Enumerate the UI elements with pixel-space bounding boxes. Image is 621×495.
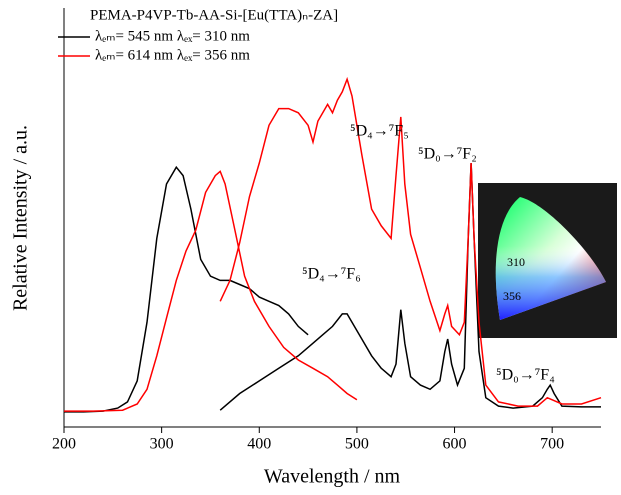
annotation: ⁵D₀→⁷F₄ [496, 367, 555, 384]
inset-label: 310 [507, 255, 525, 269]
series-line [64, 165, 309, 413]
legend-title: PEMA-P4VP-Tb-AA-Si-[Eu(TTA)ₙ-ZA] [90, 7, 338, 23]
series-line [219, 162, 601, 411]
legend-label: λₑₘ= 545 nm λₑₓ= 310 nm [95, 28, 250, 44]
x-tick-label: 500 [345, 436, 369, 453]
legend-label: λₑₘ= 614 nm λₑₓ= 356 nm [95, 47, 250, 63]
inset [478, 183, 617, 338]
inset-gamut-shade [495, 197, 606, 320]
x-tick-label: 400 [247, 436, 271, 453]
x-tick-label: 700 [540, 436, 564, 453]
inset-label: 356 [503, 289, 521, 303]
annotation: ⁵D₄→⁷F₆ [302, 266, 361, 283]
annotation: ⁵D₄→⁷F₅ [350, 123, 409, 140]
x-axis-title: Wavelength / nm [264, 466, 401, 488]
series-line [219, 76, 602, 407]
y-axis-title: Relative Intensity / a.u. [10, 125, 32, 311]
x-tick-label: 200 [52, 436, 76, 453]
x-tick-label: 600 [443, 436, 467, 453]
x-tick-label: 300 [150, 436, 174, 453]
annotation: ⁵D₀→⁷F₂ [418, 146, 477, 163]
series-line [64, 170, 358, 412]
